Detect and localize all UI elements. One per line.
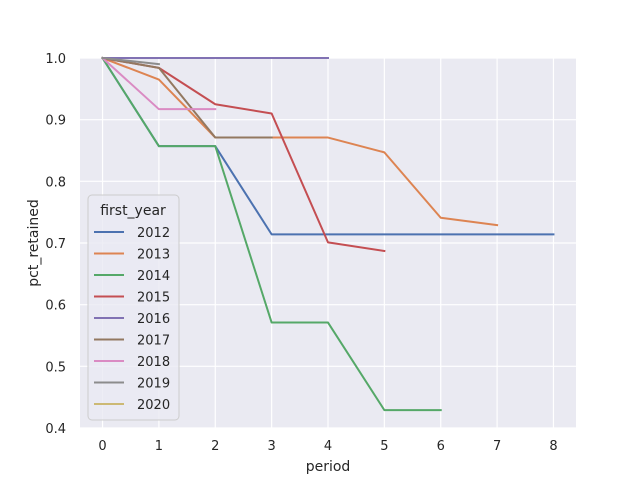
- x-tick-label: 8: [549, 439, 557, 454]
- y-tick-label: 0.7: [45, 237, 66, 252]
- legend-box: [87, 194, 180, 421]
- grid: [80, 57, 576, 429]
- y-tick-label: 0.8: [45, 175, 66, 190]
- y-axis-label: pct_retained: [26, 199, 42, 286]
- legend-label-2019: 2019: [137, 377, 170, 392]
- x-tick-label: 7: [493, 439, 501, 454]
- x-tick-label: 2: [211, 439, 219, 454]
- legend-label-2017: 2017: [137, 334, 170, 349]
- x-tick-label: 4: [324, 439, 332, 454]
- x-tick-label: 1: [155, 439, 163, 454]
- legend-label-2014: 2014: [137, 269, 170, 284]
- legend-label-2018: 2018: [137, 355, 170, 370]
- legend-title: first_year: [100, 203, 166, 219]
- y-axis-ticks: 0.4 0.5 0.6 0.7 0.8 0.9 1.0: [45, 52, 66, 437]
- legend-label-2015: 2015: [137, 291, 170, 306]
- x-axis-ticks: 0 1 2 3 4 5 6 7 8: [98, 439, 557, 454]
- series-lines: [101, 56, 555, 412]
- x-tick-label: 3: [267, 439, 275, 454]
- series-line-2014: [101, 56, 442, 412]
- series-line-2018: [101, 56, 217, 111]
- legend-label-2012: 2012: [137, 226, 170, 241]
- series-line-2013: [101, 56, 499, 227]
- y-tick-label: 0.4: [45, 422, 66, 437]
- legend-label-2013: 2013: [137, 248, 170, 263]
- x-tick-label: 6: [437, 439, 445, 454]
- x-tick-label: 0: [98, 439, 106, 454]
- legend-items: 2012 2013 2014 2015 2016 2017 2018 2019 2020: [94, 226, 170, 413]
- legend-label-2020: 2020: [137, 398, 170, 413]
- y-tick-label: 1.0: [45, 52, 66, 67]
- y-tick-label: 0.9: [45, 114, 66, 129]
- y-tick-label: 0.6: [45, 299, 66, 314]
- x-tick-label: 5: [380, 439, 388, 454]
- series-line-2017: [101, 56, 273, 139]
- legend-label-2016: 2016: [137, 312, 170, 327]
- legend: first_year 20122013201420152016201720182…: [87, 194, 180, 421]
- y-tick-label: 0.5: [45, 360, 66, 375]
- x-axis-label: period: [306, 459, 351, 475]
- series-line-2019: [101, 56, 161, 66]
